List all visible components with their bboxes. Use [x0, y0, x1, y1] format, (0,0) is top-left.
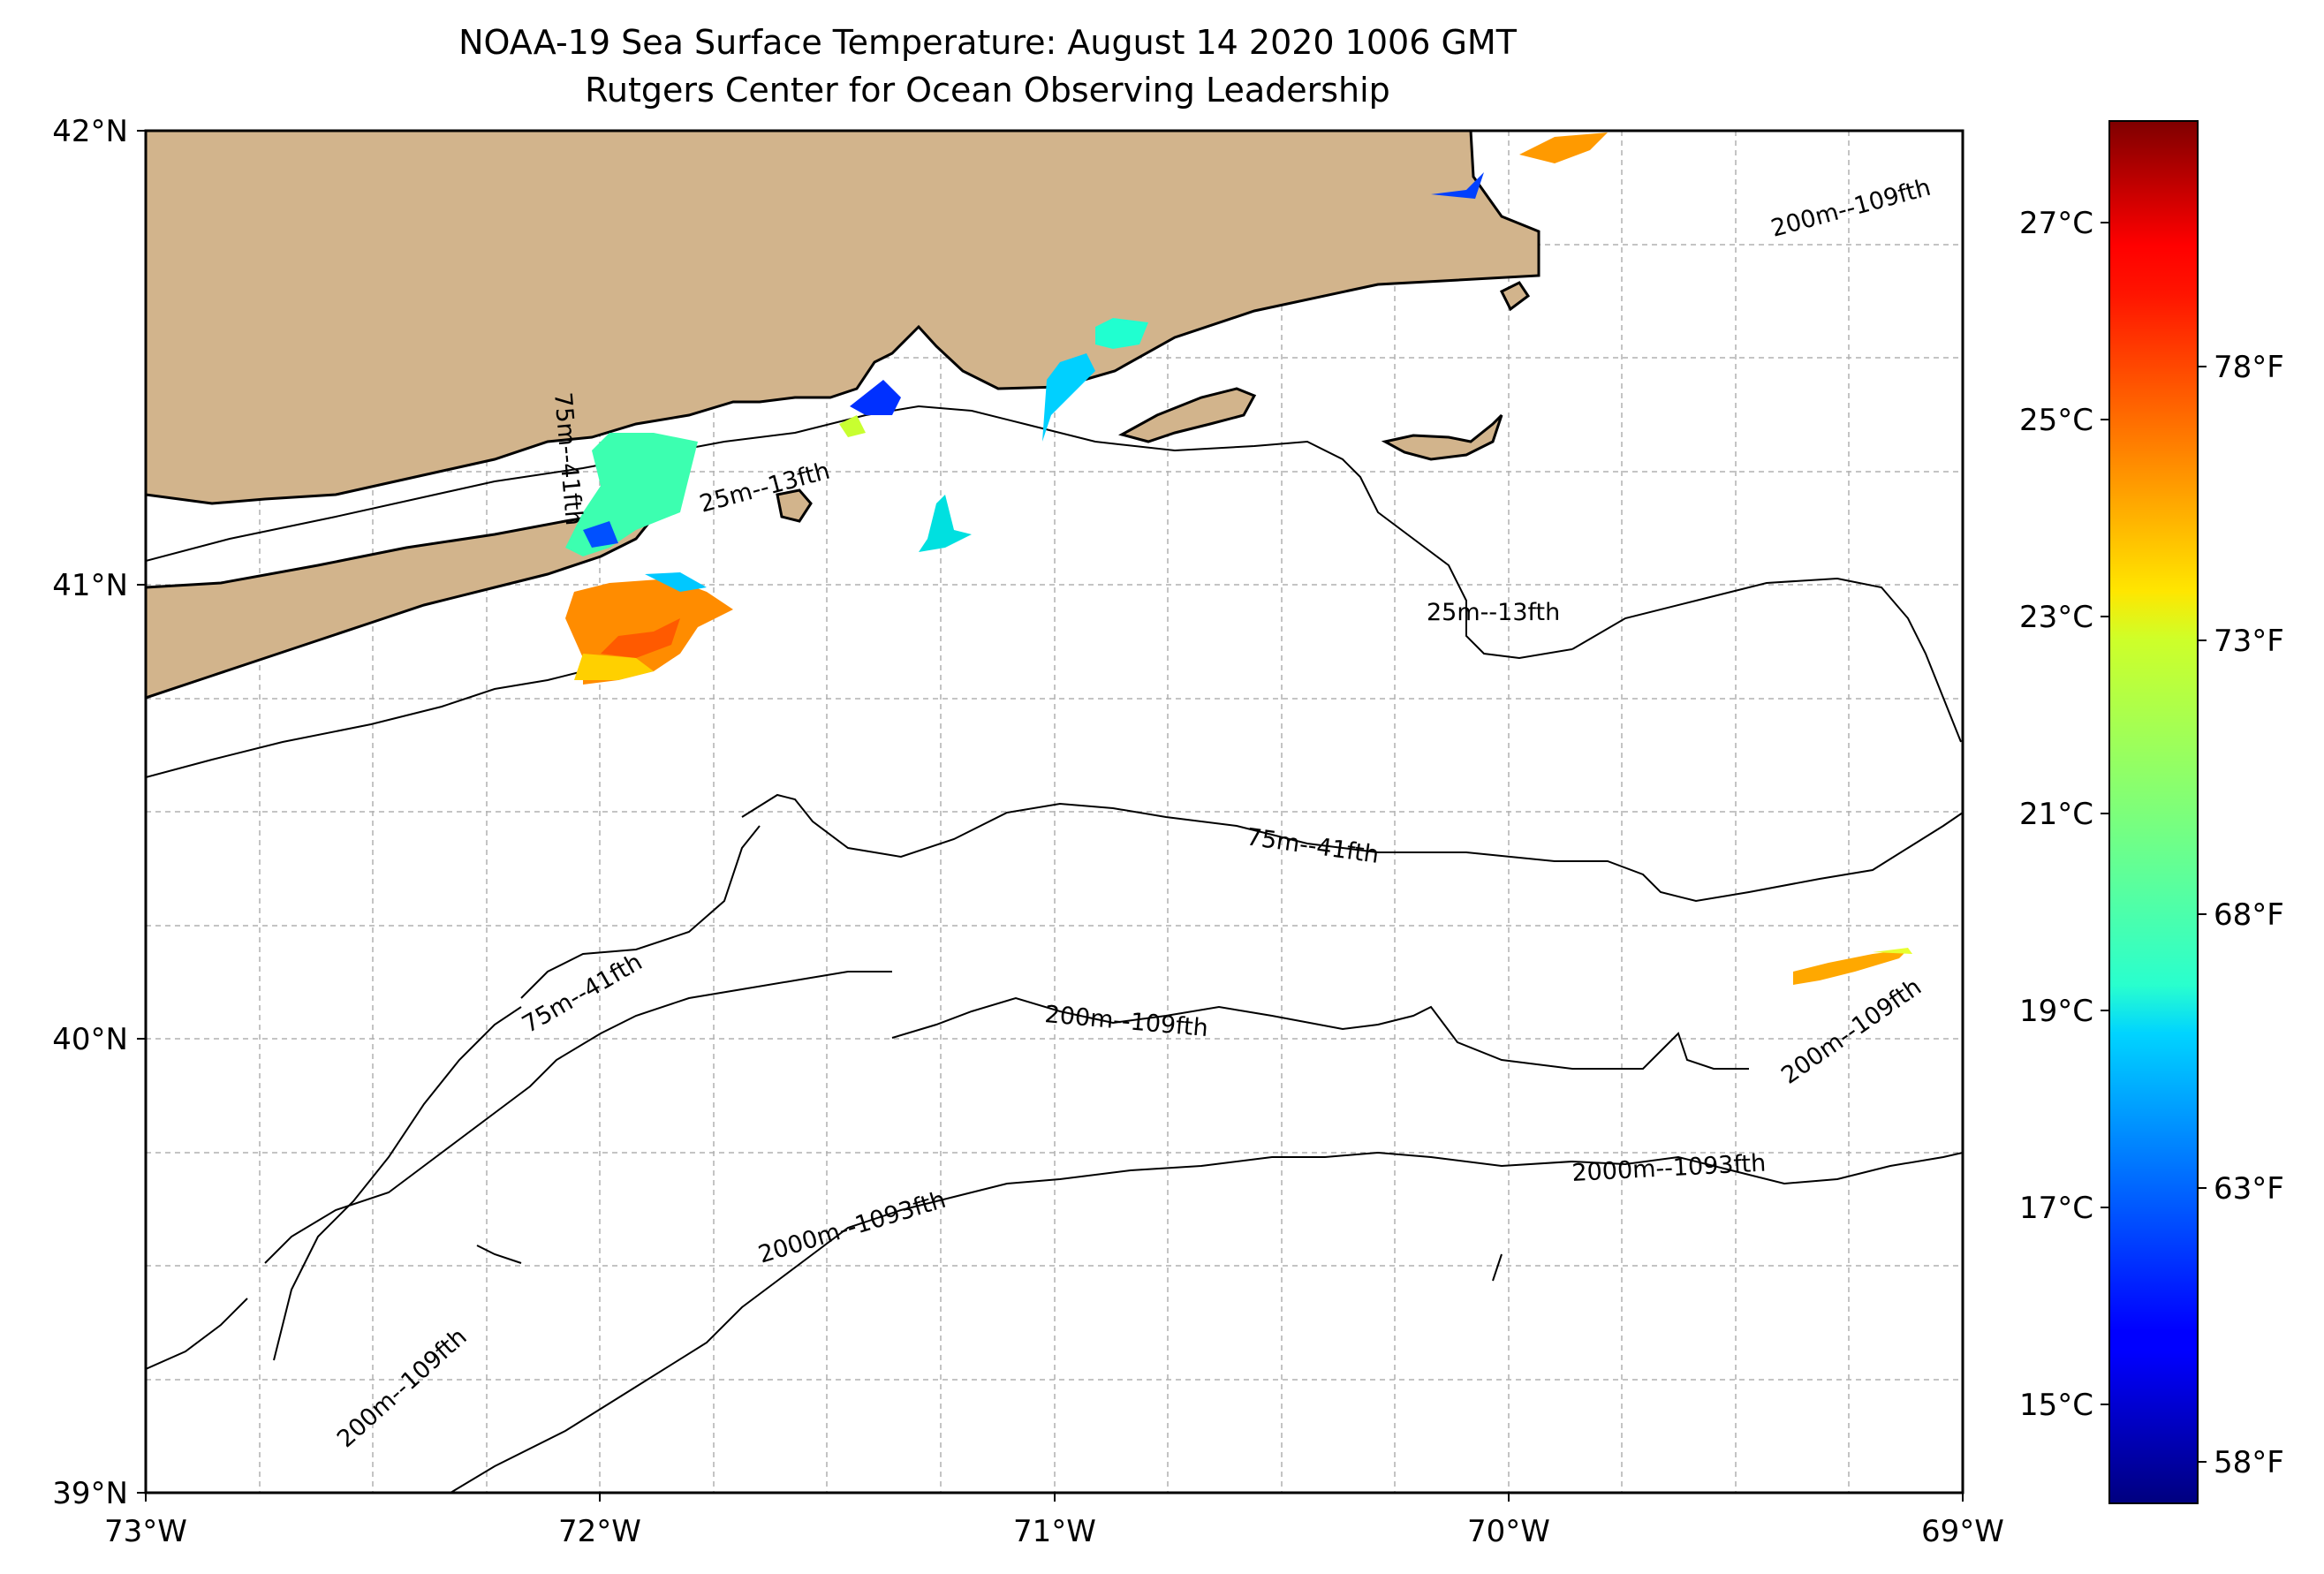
x-tick-label: 72°W — [558, 1514, 641, 1549]
colorbar-fahrenheit-label: 73°F — [2214, 624, 2284, 659]
long-island-land — [146, 511, 656, 700]
y-tick-label: 39°N — [52, 1476, 128, 1511]
y-tick-label: 42°N — [52, 114, 128, 149]
depth-contours — [146, 405, 1963, 1493]
colorbar-celsius-label: 23°C — [2019, 600, 2093, 635]
colorbar-celsius-label: 21°C — [2019, 797, 2093, 832]
colorbar-celsius-label: 19°C — [2019, 994, 2093, 1029]
colorbar-fahrenheit-label: 68°F — [2214, 897, 2284, 933]
x-tick-label: 69°W — [1921, 1514, 2004, 1549]
y-tick-labels: 42°N 41°N 40°N 39°N — [52, 114, 128, 1511]
y-tick-label: 41°N — [52, 568, 128, 603]
contour-label: 75m--41fth — [1245, 823, 1381, 869]
colorbar-celsius-label: 17°C — [2019, 1191, 2093, 1226]
contour-label: 25m--13fth — [697, 458, 833, 518]
mainland-land — [146, 131, 1541, 505]
axis-ticks — [137, 130, 1964, 1502]
contour-label: 200m--109fth — [1043, 1001, 1209, 1042]
contour-label: 200m--109fth — [332, 1323, 473, 1453]
colorbar-celsius-label: 15°C — [2019, 1388, 2093, 1423]
sst-data — [565, 132, 1912, 985]
cape-hook-land — [1499, 281, 1531, 312]
contour-label: 75m--41fth — [518, 949, 647, 1039]
contour-label: 2000m--1093fth — [755, 1186, 949, 1269]
nantucket-land — [1381, 413, 1503, 461]
map-title: NOAA-19 Sea Surface Temperature: August … — [458, 23, 1517, 62]
marthas-vineyard-land — [1118, 387, 1257, 443]
colorbar: 27°C 25°C 23°C 21°C 19°C 17°C 15°C 78°F … — [2019, 120, 2284, 1504]
contour-label: 200m--109fth — [1768, 174, 1934, 243]
colorbar-fahrenheit-label: 63°F — [2214, 1171, 2284, 1207]
contour-label: 2000m--1093fth — [1571, 1150, 1767, 1187]
contour-label: 25m--13fth — [1427, 599, 1560, 626]
colorbar-gradient — [2108, 120, 2199, 1504]
block-island-land — [776, 488, 813, 523]
colorbar-fahrenheit-label: 58°F — [2214, 1445, 2284, 1480]
x-tick-labels: 73°W 72°W 71°W 70°W 69°W — [104, 1514, 2004, 1549]
colorbar-celsius-label: 27°C — [2019, 206, 2093, 241]
x-tick-label: 70°W — [1467, 1514, 1550, 1549]
map-subtitle: Rutgers Center for Ocean Observing Leade… — [585, 71, 1390, 110]
colorbar-celsius-label: 25°C — [2019, 403, 2093, 438]
x-tick-label: 71°W — [1013, 1514, 1096, 1549]
x-tick-label: 73°W — [104, 1514, 187, 1549]
y-tick-label: 40°N — [52, 1022, 128, 1057]
contour-label: 200m--109fth — [1776, 973, 1927, 1090]
colorbar-fahrenheit-label: 78°F — [2214, 350, 2284, 385]
